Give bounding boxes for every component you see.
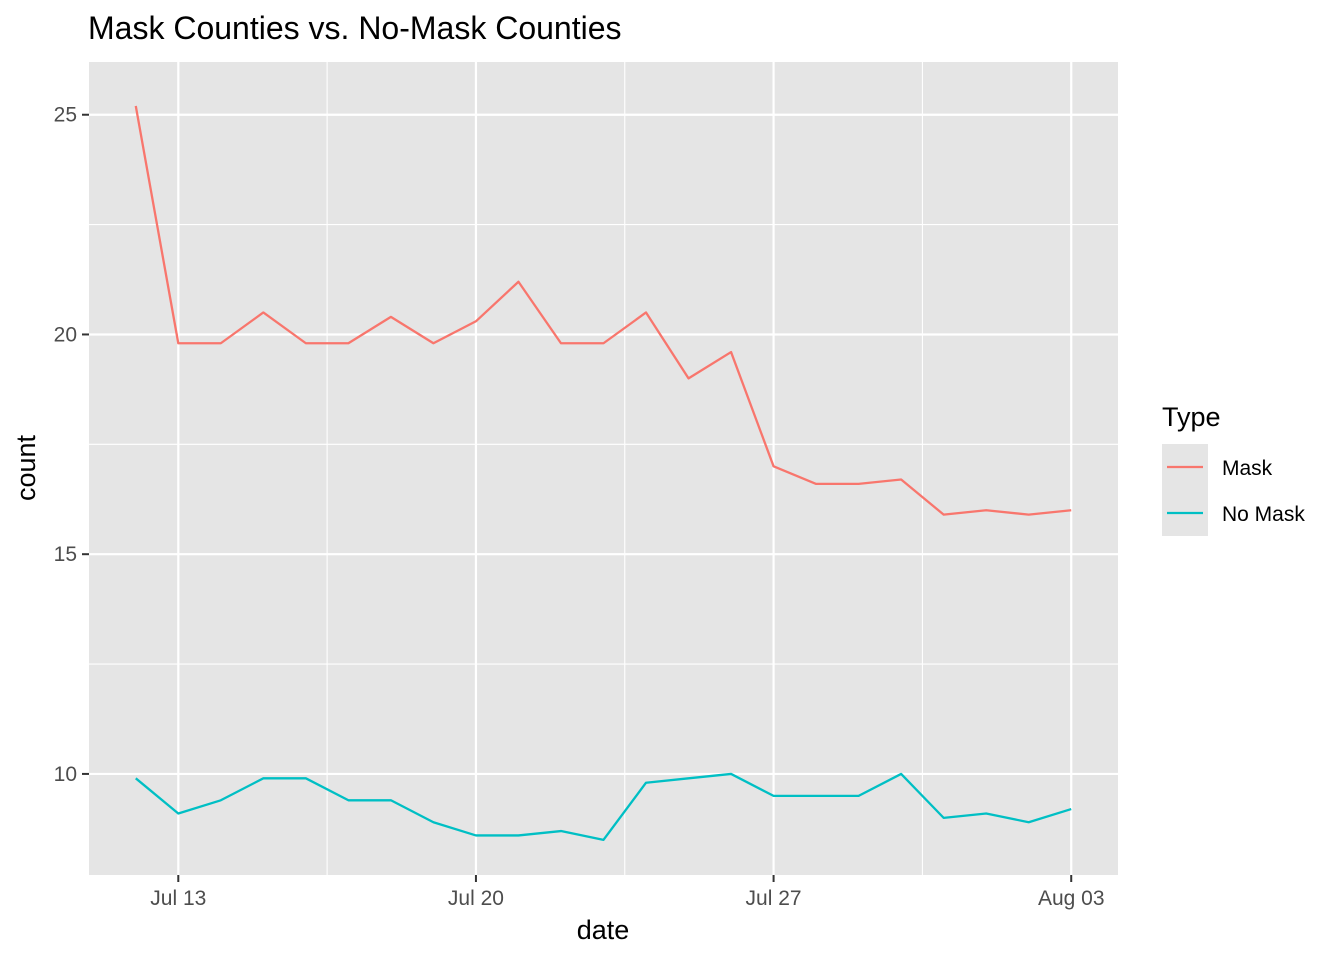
y-tick-label: 15 xyxy=(54,543,77,566)
x-tick-label: Jul 20 xyxy=(448,887,504,910)
axis-ticks xyxy=(82,113,1073,882)
y-tick-label: 20 xyxy=(54,323,77,346)
minor-gridlines xyxy=(89,62,1118,875)
series-line-mask xyxy=(134,105,1072,516)
tick-labels: 10 15 20 25 Jul 13 Jul 20 Jul 27 Aug 03 xyxy=(54,104,1105,910)
x-tick-label: Jul 13 xyxy=(150,887,206,910)
x-axis-title: date xyxy=(577,915,630,945)
y-tick-label: 10 xyxy=(54,763,77,786)
x-tick-label: Jul 27 xyxy=(746,887,802,910)
legend: Type Mask No Mask xyxy=(1162,402,1305,536)
y-tick-label: 25 xyxy=(54,104,77,127)
chart-title: Mask Counties vs. No-Mask Counties xyxy=(88,10,622,46)
y-axis-title: count xyxy=(11,434,41,501)
legend-entries: Mask No Mask xyxy=(1167,457,1305,526)
plot-panel xyxy=(89,62,1118,875)
series-lines xyxy=(134,105,1072,841)
series-line-no-mask xyxy=(135,772,1072,841)
legend-title: Type xyxy=(1162,402,1221,432)
legend-key-background xyxy=(1162,444,1208,536)
legend-label: Mask xyxy=(1222,457,1273,480)
x-tick-label: Aug 03 xyxy=(1038,887,1105,910)
legend-label: No Mask xyxy=(1222,503,1305,526)
major-gridlines xyxy=(89,62,1118,875)
